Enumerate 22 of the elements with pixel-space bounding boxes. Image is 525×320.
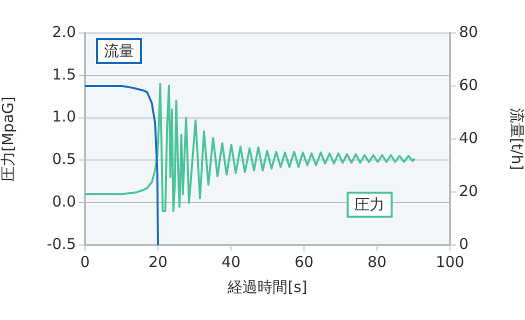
y-tick-label: 0.5: [52, 150, 76, 168]
x-tick-label: 80: [367, 252, 387, 271]
y2-tick-label: 40: [459, 128, 478, 147]
x-axis-title: 経過時間[s]: [226, 278, 308, 296]
y-tick-label: 2.0: [52, 22, 76, 41]
x-tick-label: 60: [294, 252, 314, 271]
text: 圧力: [354, 196, 385, 214]
y-tick-label: 1.0: [52, 108, 76, 126]
y-tick-label: 1.5: [52, 65, 76, 84]
y2-tick-label: 20: [459, 182, 478, 200]
y-axis-title: 圧力[MpaG]: [0, 96, 17, 182]
y-tick-label: -0.5: [46, 234, 76, 253]
y-tick-label: 0.0: [52, 192, 76, 210]
y2-tick-label: 80: [459, 22, 478, 41]
y2-axis-title: 流量[t/h]: [508, 108, 525, 170]
x-tick-label: 100: [436, 252, 464, 271]
x-tick-label: 40: [221, 252, 241, 271]
series-label: 流量: [104, 42, 134, 60]
y2-tick-label: 0: [459, 234, 469, 253]
y2-tick-label: 60: [459, 76, 478, 94]
x-tick-label: 20: [148, 252, 168, 271]
x-tick-label: 0: [80, 252, 90, 271]
